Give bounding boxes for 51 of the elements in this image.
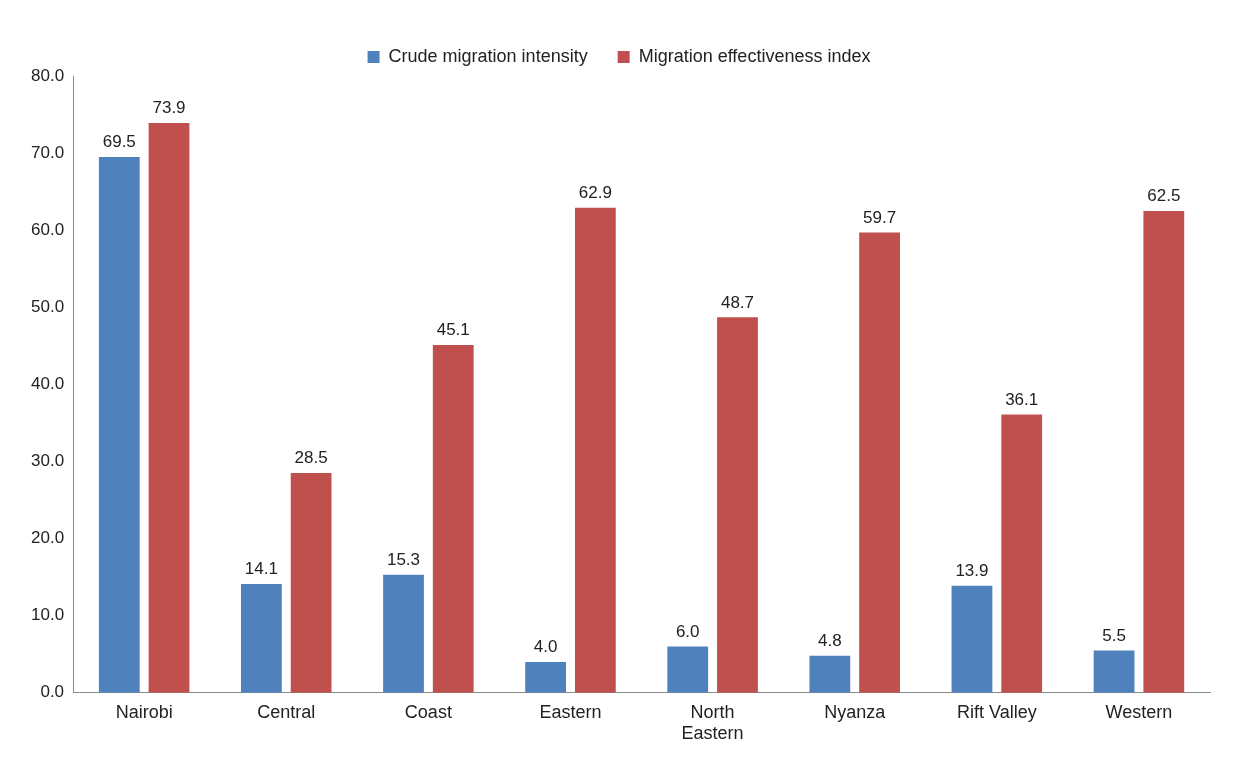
bar (290, 473, 332, 693)
bar (574, 207, 616, 693)
bar (951, 585, 993, 693)
x-tick-label: Nairobi (115, 701, 173, 722)
y-tick-label: 40.0 (30, 374, 65, 394)
y-tick-label: 80.0 (30, 65, 65, 85)
data-label: 14.1 (244, 559, 278, 579)
y-tick-label: 10.0 (30, 605, 65, 625)
x-tick-label: Rift Valley (956, 701, 1037, 722)
data-label: 4.0 (533, 637, 558, 657)
data-label: 4.8 (818, 630, 842, 650)
bar (432, 345, 474, 693)
data-label: 45.1 (436, 320, 470, 340)
data-label: 59.7 (863, 207, 897, 227)
bar (98, 156, 140, 693)
legend-label: Migration effectiveness index (638, 45, 871, 66)
y-tick-label: 50.0 (30, 296, 65, 316)
bar (148, 123, 190, 693)
data-label: 36.1 (1005, 389, 1039, 409)
bar (667, 646, 709, 693)
legend-label: Crude migration intensity (388, 45, 588, 66)
data-label: 13.9 (955, 560, 989, 580)
bar (859, 232, 900, 693)
y-tick-label: 20.0 (30, 528, 65, 548)
bar (525, 661, 567, 693)
bar (1143, 210, 1185, 693)
x-tick-label: Nyanza (824, 701, 887, 722)
bar (383, 574, 424, 693)
bar (717, 317, 758, 693)
y-tick-label: 0.0 (40, 682, 65, 702)
data-label: 5.5 (1102, 625, 1126, 645)
y-tick-label: 70.0 (30, 142, 65, 162)
x-tick-label: Coast (404, 701, 452, 722)
bar (241, 584, 282, 693)
x-tick-label: North Eastern (681, 701, 744, 744)
data-label: 28.5 (294, 448, 328, 468)
data-label: 48.7 (720, 292, 755, 312)
data-label: 15.3 (386, 550, 421, 570)
bar (809, 655, 851, 693)
data-label: 62.9 (578, 183, 612, 203)
y-tick-label: 30.0 (30, 451, 65, 471)
y-tick-label: 60.0 (30, 219, 65, 239)
x-tick-label: Central (257, 701, 316, 722)
data-label: 6.0 (675, 621, 700, 641)
x-tick-label: Western (1105, 701, 1173, 722)
data-label: 69.5 (102, 132, 136, 152)
bar (1001, 414, 1043, 693)
x-tick-label: Eastern (539, 701, 602, 722)
data-label: 73.9 (152, 98, 186, 118)
bar (1093, 650, 1135, 693)
data-label: 62.5 (1147, 186, 1181, 206)
